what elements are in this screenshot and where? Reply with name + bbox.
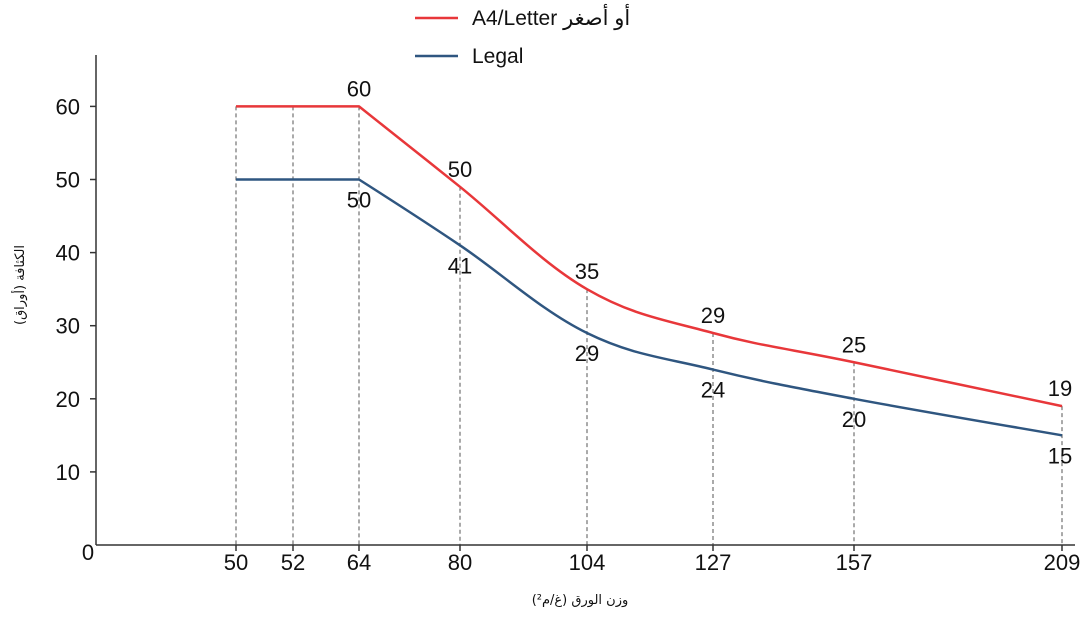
x-tick-label: 104 <box>569 550 606 575</box>
series-line-legal <box>236 178 1063 437</box>
data-label: 35 <box>575 259 599 284</box>
data-label: 29 <box>575 341 599 366</box>
data-label: 60 <box>347 76 371 101</box>
x-ticks: 50 52 64 80 104 127 157 209 <box>224 545 1081 575</box>
series-lines <box>236 105 1063 437</box>
data-labels: 60 50 35 29 25 19 50 41 29 24 20 15 <box>347 76 1072 468</box>
data-label: 19 <box>1048 376 1072 401</box>
data-label: 20 <box>842 407 866 432</box>
x-tick-label: 50 <box>224 550 248 575</box>
y-tick-label: 60 <box>56 94 80 119</box>
origin-label: 0 <box>82 540 94 565</box>
y-tick-label: 30 <box>56 314 80 339</box>
y-tick-label: 20 <box>56 387 80 412</box>
x-tick-label: 209 <box>1044 550 1081 575</box>
x-tick-label: 52 <box>281 550 305 575</box>
legend-label: Legal <box>472 45 523 68</box>
legend-label: A4/Letter أو أصغر <box>472 3 630 31</box>
y-tick-label: 10 <box>56 460 80 485</box>
vertical-guides <box>235 106 1063 545</box>
data-label: 41 <box>448 253 472 278</box>
data-label: 24 <box>701 378 725 403</box>
data-label: 25 <box>842 332 866 357</box>
data-label: 29 <box>701 303 725 328</box>
x-tick-label: 64 <box>347 550 371 575</box>
data-label: 15 <box>1048 443 1072 468</box>
axes <box>95 55 1075 546</box>
x-axis-title: وزن الورق (غ/م²) <box>532 593 629 608</box>
data-label: 50 <box>347 188 371 213</box>
x-tick-label: 127 <box>695 550 732 575</box>
series-line-a4-letter <box>236 105 1063 408</box>
y-ticks: 10 20 30 40 50 60 <box>56 94 96 485</box>
legend: A4/Letter أو أصغر Legal <box>415 3 630 68</box>
y-axis-title: الكثافة (أوراق) <box>11 245 28 325</box>
y-tick-label: 50 <box>56 168 80 193</box>
y-tick-label: 40 <box>56 241 80 266</box>
data-label: 50 <box>448 157 472 182</box>
x-tick-label: 157 <box>836 550 873 575</box>
x-tick-label: 80 <box>448 550 472 575</box>
